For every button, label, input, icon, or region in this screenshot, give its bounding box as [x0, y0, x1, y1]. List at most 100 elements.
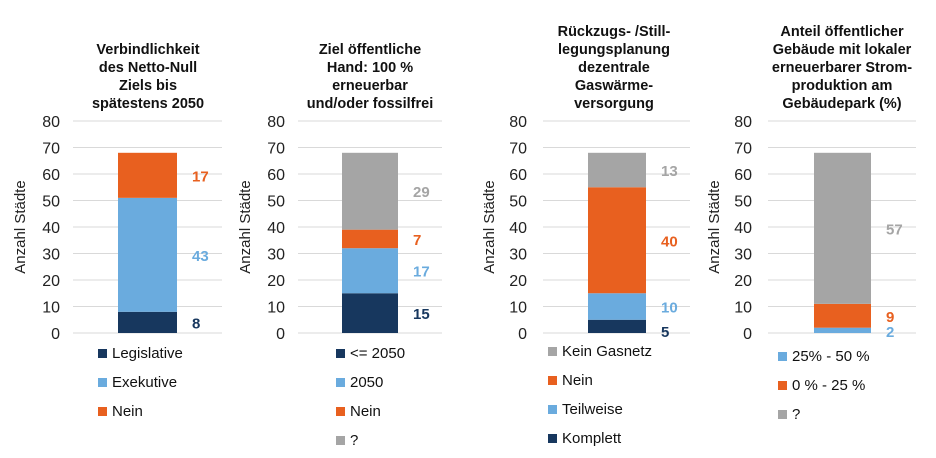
legend-label: 25% - 50 % [792, 348, 870, 365]
legend-swatch [336, 378, 345, 387]
y-axis-label: Anzahl Städte [237, 180, 254, 273]
legend-swatch [778, 352, 787, 361]
chart-title-line: dezentrale [578, 60, 650, 76]
legend-swatch [778, 381, 787, 390]
data-label: 40 [661, 233, 678, 250]
legend-label: Nein [562, 372, 593, 389]
chart-title-line: Ziel öffentliche [319, 42, 421, 58]
chart-title-line: Verbindlichkeit [96, 42, 199, 58]
bar-segment-0-25 [814, 303, 871, 328]
y-tick-label: 10 [267, 300, 285, 317]
legend-label: Legislative [112, 345, 183, 362]
y-tick-label: 70 [267, 141, 285, 158]
y-tick-label: 80 [734, 114, 752, 131]
bar-segment- [342, 152, 398, 230]
chart-title-line: versorgung [574, 96, 654, 112]
y-tick-label: 50 [267, 194, 285, 211]
y-tick-label: 40 [267, 220, 285, 237]
chart-title-line: Ziels bis [119, 78, 177, 94]
data-label: 7 [413, 232, 421, 249]
bar-segment- [814, 152, 871, 304]
chart-panel-gaswaerme: Rückzugs- /Still-legungsplanung dezentral… [481, 24, 690, 447]
legend-swatch [98, 407, 107, 416]
legend-swatch [98, 349, 107, 358]
data-label: 9 [886, 309, 894, 326]
y-tick-label: 80 [42, 114, 60, 131]
legend-swatch [548, 405, 557, 414]
y-tick-label: 10 [734, 300, 752, 317]
bar-segment-komplett [588, 319, 646, 333]
y-tick-label: 20 [42, 273, 60, 290]
legend-label: Teilweise [562, 401, 623, 418]
data-label: 17 [192, 168, 209, 185]
y-tick-label: 0 [743, 326, 752, 343]
y-tick-label: 40 [42, 220, 60, 237]
legend-label: Nein [112, 403, 143, 420]
chart-panel-stromproduktion: Anteil öffentlicher Gebäude mit lokaler er… [706, 24, 916, 423]
bar-segment-nein [588, 187, 646, 294]
y-tick-label: 0 [276, 326, 285, 343]
y-tick-label: 0 [51, 326, 60, 343]
y-tick-label: 30 [267, 247, 285, 264]
y-tick-label: 50 [42, 194, 60, 211]
chart-title-line: legungsplanung [558, 42, 670, 58]
chart-title-line: des Netto-Null [99, 60, 197, 76]
bar-segment-teilweise [588, 293, 646, 320]
y-tick-label: 50 [509, 194, 527, 211]
chart-title-line: Gaswärme- [575, 78, 653, 94]
y-axis-label: Anzahl Städte [481, 180, 498, 273]
y-tick-label: 60 [734, 167, 752, 184]
legend-label: 0 % - 25 % [792, 377, 865, 394]
legend-label: ? [792, 406, 800, 423]
chart-title-line: erneuerbar [332, 78, 408, 94]
y-tick-label: 70 [509, 141, 527, 158]
bar-segment-2050 [342, 248, 398, 294]
data-label: 5 [661, 324, 669, 341]
bar-segment-nein [342, 229, 398, 249]
y-tick-label: 80 [509, 114, 527, 131]
data-label: 43 [192, 248, 209, 265]
y-tick-label: 70 [734, 141, 752, 158]
legend-swatch [548, 347, 557, 356]
data-label: 57 [886, 221, 903, 238]
legend-label: Komplett [562, 430, 622, 447]
legend-label: Exekutive [112, 374, 177, 391]
data-label: 13 [661, 163, 678, 180]
chart-title-line: spätestens 2050 [92, 96, 204, 112]
data-label: 8 [192, 315, 200, 332]
bar-segment-exekutive [118, 197, 177, 312]
legend-swatch [336, 436, 345, 445]
y-tick-label: 30 [509, 247, 527, 264]
chart-title-line: Gebäudepark (%) [782, 96, 901, 112]
legend-label: Kein Gasnetz [562, 343, 652, 360]
y-tick-label: 60 [509, 167, 527, 184]
legend-swatch [336, 407, 345, 416]
chart-title-line: Hand: 100 % [327, 60, 413, 76]
y-tick-label: 0 [518, 326, 527, 343]
legend-label: ? [350, 432, 358, 449]
chart-panel-netto-null: Verbindlichkeit des Netto-Null Ziels bis sp… [12, 42, 222, 420]
y-axis-label: Anzahl Städte [706, 180, 723, 273]
y-tick-label: 10 [42, 300, 60, 317]
legend-label: Nein [350, 403, 381, 420]
y-tick-label: 20 [267, 273, 285, 290]
bar-segment-nein [118, 152, 177, 198]
y-tick-label: 30 [734, 247, 752, 264]
bar-segment-legislative [118, 311, 177, 333]
legend-swatch [548, 434, 557, 443]
legend-swatch [778, 410, 787, 419]
chart-title-line: und/oder fossilfrei [307, 96, 434, 112]
y-tick-label: 30 [42, 247, 60, 264]
data-label: 10 [661, 300, 678, 317]
bar-segment-25-50 [814, 327, 871, 333]
data-label: 29 [413, 184, 430, 201]
y-tick-label: 20 [734, 273, 752, 290]
legend-label: <= 2050 [350, 345, 405, 362]
y-tick-label: 40 [509, 220, 527, 237]
bar-segment-2050 [342, 293, 398, 333]
chart-title-line: produktion am [792, 78, 893, 94]
y-tick-label: 60 [42, 167, 60, 184]
y-tick-label: 60 [267, 167, 285, 184]
y-tick-label: 80 [267, 114, 285, 131]
